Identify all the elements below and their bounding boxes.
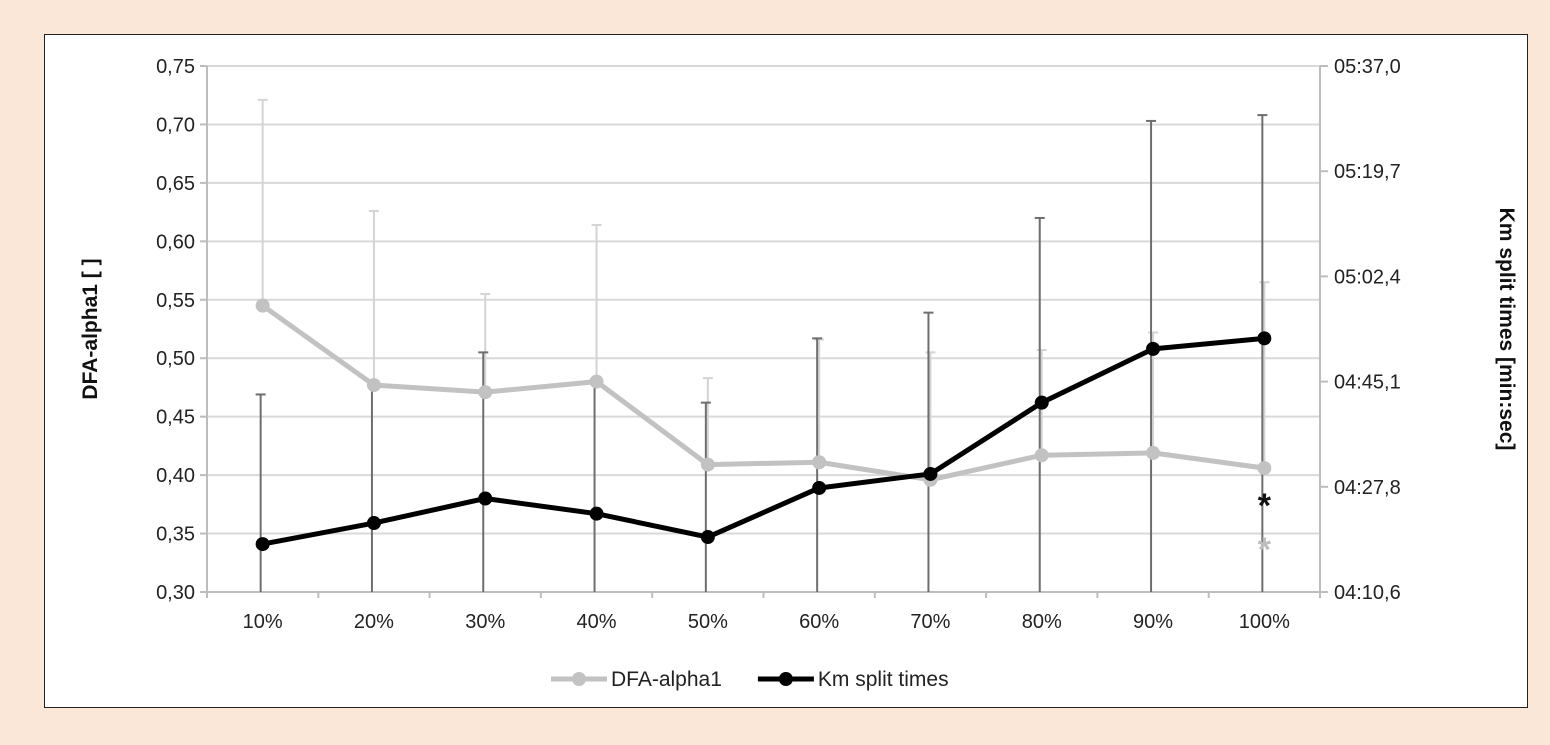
data-point — [1146, 445, 1161, 460]
data-point — [478, 491, 493, 506]
data-point — [812, 480, 827, 495]
x-tick-label: 60% — [799, 611, 839, 633]
data-point — [1257, 461, 1272, 476]
data-point — [366, 516, 381, 531]
significance-asterisk: * — [1258, 531, 1272, 569]
right-axis-ticks: 04:10,6 04:27,8 04:45,1 05:02,4 05:19,7 05:37… — [1320, 56, 1401, 604]
left-tick-label: 0,50 — [156, 348, 195, 370]
error-bars — [255, 98, 1270, 592]
data-point — [1034, 395, 1049, 410]
legend-swatch-marker — [778, 672, 793, 686]
left-tick-label: 0,40 — [156, 465, 195, 487]
data-point — [812, 455, 827, 470]
left-tick-label: 0,55 — [156, 290, 195, 312]
series-points — [255, 298, 1272, 552]
data-point — [589, 506, 604, 521]
left-tick-label: 0,30 — [156, 582, 195, 604]
left-tick-label: 0,70 — [156, 114, 195, 136]
x-tick-label: 40% — [577, 611, 617, 633]
right-tick-label: 04:45,1 — [1334, 372, 1401, 394]
data-point — [366, 378, 381, 393]
legend: DFA-alpha1 Km split times — [551, 668, 949, 691]
data-point — [700, 457, 715, 472]
data-point — [700, 530, 715, 545]
series-lines — [261, 303, 1265, 547]
significance-asterisk: * — [1258, 487, 1272, 525]
line-chart: 0,30 0,35 0,40 0,45 0,50 0,55 0,60 0,65 0,70 0,75… — [79, 56, 1518, 691]
x-tick-label: 10% — [243, 611, 283, 633]
data-point — [923, 466, 938, 481]
data-point — [255, 298, 270, 313]
left-axis-title: DFA-alpha1 [ ] — [79, 258, 102, 399]
data-point — [1034, 448, 1049, 463]
left-tick-label: 0,60 — [156, 231, 195, 253]
right-tick-label: 04:10,6 — [1334, 582, 1401, 604]
series-line — [262, 335, 1265, 547]
data-point — [589, 374, 604, 389]
x-tick-label: 70% — [910, 611, 950, 633]
x-tick-label: 90% — [1133, 611, 1173, 633]
data-point — [255, 537, 270, 552]
x-axis-ticks: 10% 20% 30% 40% 50% 60% 70% 80% 90% 100% — [206, 592, 1321, 633]
data-point — [1257, 331, 1272, 346]
x-tick-label: 20% — [354, 611, 394, 633]
x-tick-label: 80% — [1022, 611, 1062, 633]
left-tick-label: 0,45 — [156, 407, 195, 429]
right-axis-title: Km split times [min:sec] — [1495, 208, 1518, 451]
legend-item: DFA-alpha1 — [551, 668, 722, 691]
left-tick-label: 0,35 — [156, 524, 195, 546]
series-line — [261, 303, 1265, 483]
left-tick-label: 0,65 — [156, 173, 195, 195]
legend-label: DFA-alpha1 — [611, 668, 722, 691]
left-axis-ticks: 0,30 0,35 0,40 0,45 0,50 0,55 0,60 0,65 0,70 0,75 — [156, 56, 207, 604]
data-point — [478, 385, 493, 400]
data-point — [1146, 341, 1161, 356]
right-tick-label: 04:27,8 — [1334, 477, 1401, 499]
legend-item: Km split times — [757, 668, 949, 691]
x-tick-label: 100% — [1239, 611, 1290, 633]
legend-swatch-marker — [572, 672, 586, 686]
legend-label: Km split times — [818, 668, 949, 691]
x-tick-label: 30% — [465, 611, 505, 633]
x-tick-label: 50% — [688, 611, 728, 633]
grid-lines — [207, 65, 1320, 593]
chart-frame: 0,30 0,35 0,40 0,45 0,50 0,55 0,60 0,65 0,70 0,75… — [44, 34, 1528, 708]
right-tick-label: 05:37,0 — [1334, 56, 1401, 78]
right-tick-label: 05:02,4 — [1334, 266, 1401, 288]
annotations: ** — [1258, 487, 1272, 569]
left-tick-label: 0,75 — [156, 56, 195, 78]
right-tick-label: 05:19,7 — [1334, 161, 1401, 183]
